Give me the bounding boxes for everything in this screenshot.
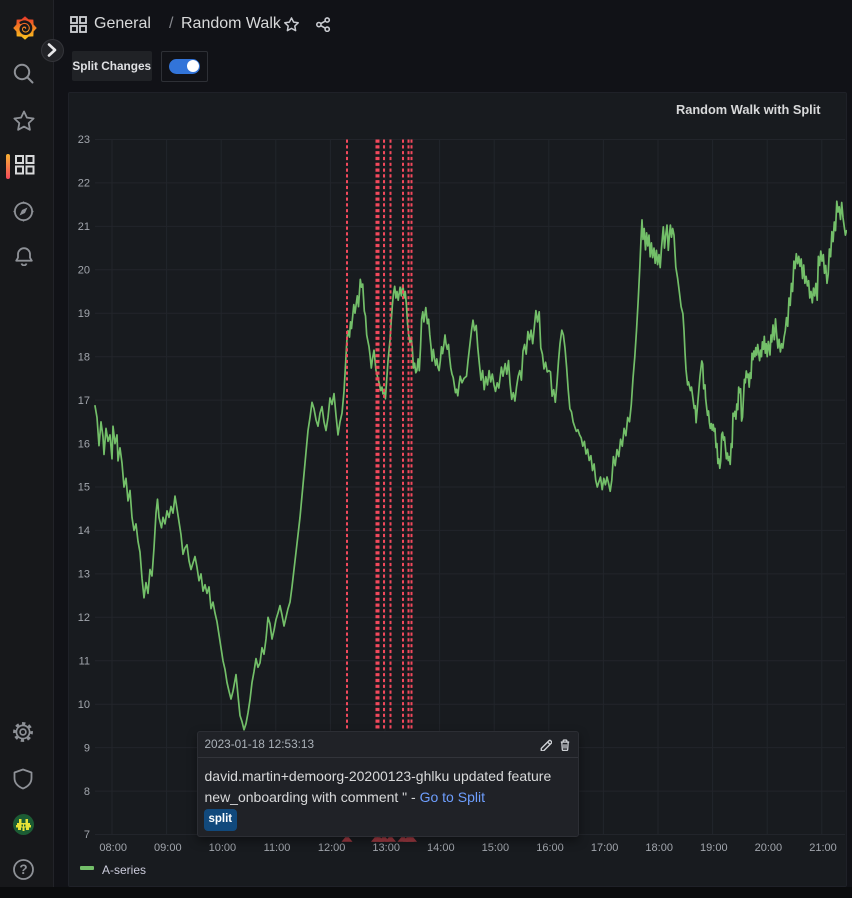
svg-text:17: 17	[78, 395, 90, 407]
svg-text:09:00: 09:00	[154, 842, 182, 854]
svg-text:12: 12	[78, 612, 90, 624]
svg-text:7: 7	[84, 829, 90, 841]
svg-text:20: 20	[78, 265, 90, 277]
svg-text:16:00: 16:00	[536, 842, 564, 854]
svg-text:21:00: 21:00	[809, 842, 837, 854]
svg-text:15: 15	[78, 482, 90, 494]
svg-text:13:00: 13:00	[372, 842, 400, 854]
svg-text:13: 13	[78, 569, 90, 581]
svg-text:23: 23	[78, 134, 90, 146]
svg-text:18: 18	[78, 351, 90, 363]
svg-text:10:00: 10:00	[209, 842, 237, 854]
svg-text:14: 14	[78, 525, 90, 537]
svg-text:08:00: 08:00	[99, 842, 127, 854]
svg-text:11: 11	[79, 656, 90, 668]
svg-text:14:00: 14:00	[427, 842, 455, 854]
svg-text:11:00: 11:00	[264, 842, 291, 854]
svg-text:19: 19	[78, 308, 90, 320]
svg-text:15:00: 15:00	[482, 842, 510, 854]
svg-text:18:00: 18:00	[645, 842, 673, 854]
svg-text:21: 21	[78, 221, 90, 233]
svg-text:22: 22	[78, 178, 90, 190]
svg-text:20:00: 20:00	[755, 842, 783, 854]
svg-text:16: 16	[78, 438, 90, 450]
svg-text:19:00: 19:00	[700, 842, 728, 854]
svg-text:17:00: 17:00	[591, 842, 619, 854]
svg-text:8: 8	[84, 786, 90, 798]
svg-text:?: ?	[19, 862, 27, 877]
svg-text:10: 10	[78, 699, 90, 711]
svg-text:12:00: 12:00	[318, 842, 346, 854]
svg-text:9: 9	[84, 742, 90, 754]
